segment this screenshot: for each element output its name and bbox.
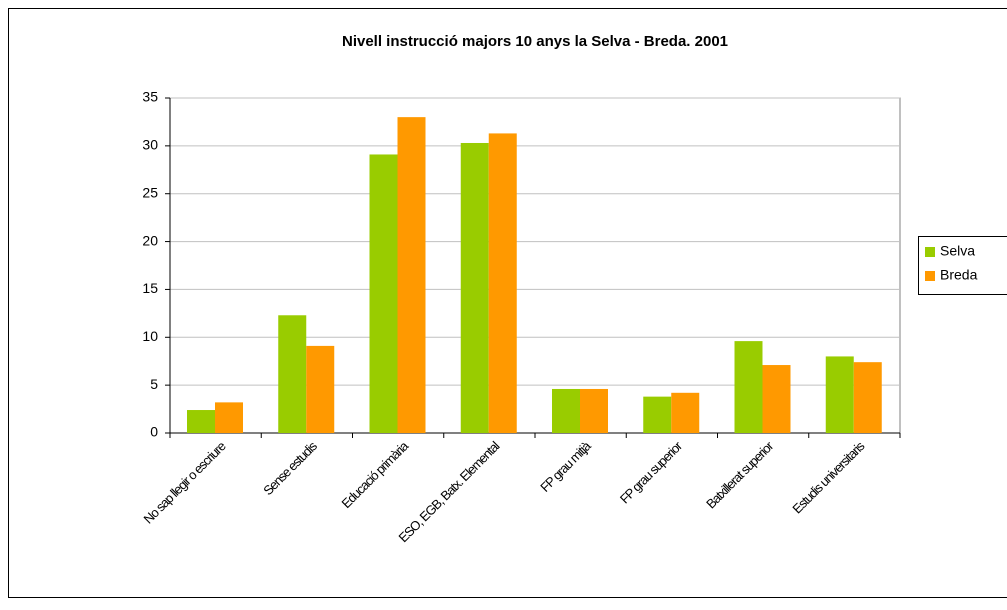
legend-swatch bbox=[925, 271, 935, 281]
bar bbox=[826, 356, 854, 433]
bar bbox=[671, 393, 699, 433]
bar bbox=[370, 154, 398, 433]
bar bbox=[580, 389, 608, 433]
bar bbox=[278, 315, 306, 433]
legend-label: Selva bbox=[940, 243, 975, 259]
bar bbox=[461, 143, 489, 433]
y-tick-label: 35 bbox=[142, 89, 158, 105]
bar bbox=[643, 397, 671, 433]
legend-label: Breda bbox=[940, 267, 978, 283]
y-tick-label: 0 bbox=[150, 424, 158, 440]
chart-title: Nivell instrucció majors 10 anys la Selv… bbox=[342, 33, 728, 50]
y-tick-label: 25 bbox=[142, 184, 158, 200]
y-tick-label: 10 bbox=[142, 328, 158, 344]
y-tick-label: 30 bbox=[142, 137, 158, 153]
legend-swatch bbox=[925, 247, 935, 257]
bar bbox=[398, 117, 426, 433]
bar bbox=[735, 341, 763, 433]
bar bbox=[306, 346, 334, 433]
bar bbox=[552, 389, 580, 433]
bar bbox=[763, 365, 791, 433]
bar bbox=[489, 133, 517, 433]
bar bbox=[187, 410, 215, 433]
bar bbox=[215, 402, 243, 433]
bar bbox=[854, 362, 882, 433]
y-tick-label: 15 bbox=[142, 280, 158, 296]
y-tick-label: 20 bbox=[142, 232, 158, 248]
y-tick-label: 5 bbox=[150, 376, 158, 392]
